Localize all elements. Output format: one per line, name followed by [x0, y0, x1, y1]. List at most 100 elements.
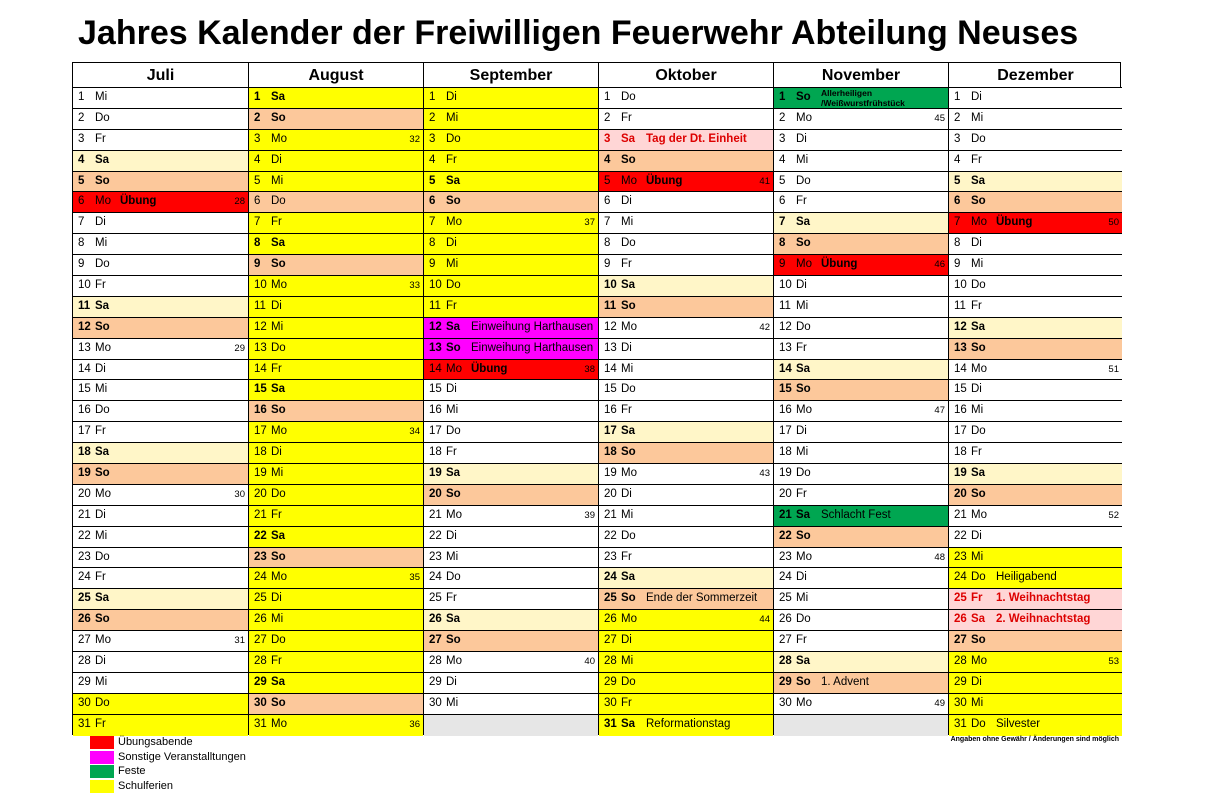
day-cell: 7 Mo 37: [424, 213, 598, 235]
event-label: Einweihung Harthausen: [471, 320, 594, 333]
weekday: Do: [95, 696, 110, 709]
day-number: 23: [429, 550, 442, 563]
day-number: 14: [604, 362, 617, 375]
day-cell: 9 So: [249, 255, 423, 277]
month-column-dezember: Dezember 1 Di 2 Mi 3 Do 4 Fr 5 Sa 6 So 7 Mo Übung 50 8 Di 9…: [948, 63, 1122, 736]
day-cell: 28 Fr: [249, 652, 423, 673]
weekday: Do: [971, 132, 986, 145]
weekday: Di: [271, 446, 282, 459]
day-cell: 8 So: [774, 234, 948, 256]
week-number: 47: [934, 405, 945, 417]
day-cell: 14 Mo Übung 38: [424, 359, 598, 381]
weekday: Di: [796, 279, 807, 292]
day-cell: 4 Di: [249, 150, 423, 172]
day-cell: 19 Mi: [249, 464, 423, 485]
event-label: Übung: [471, 362, 508, 375]
day-number: 27: [604, 634, 617, 647]
weekday: Mi: [95, 675, 108, 688]
weekday: Sa: [621, 571, 636, 584]
weekday: Mo: [271, 279, 287, 292]
day-cell: 8 Di: [949, 234, 1122, 256]
weekday: Sa: [271, 91, 286, 103]
week-number: 41: [759, 175, 770, 187]
weekday: Do: [621, 675, 636, 688]
weekday: Do: [796, 320, 811, 333]
weekday: Mi: [971, 404, 984, 417]
day-number: 30: [78, 696, 91, 709]
day-cell: 12 Do: [774, 317, 948, 339]
weekday: Di: [446, 383, 457, 396]
day-number: 13: [429, 341, 442, 354]
week-number: 49: [934, 697, 945, 709]
day-cell: 8 Sa: [249, 234, 423, 256]
weekday: Do: [95, 550, 110, 563]
day-number: 25: [429, 592, 442, 605]
day-number: 26: [429, 613, 442, 626]
day-cell: 19 Do: [774, 464, 948, 485]
day-number: 8: [779, 237, 786, 250]
weekday: Di: [95, 508, 106, 521]
day-cell: 5 Mi: [249, 171, 423, 193]
day-cell: 20 Di: [599, 484, 773, 506]
day-cell: 26 So: [73, 610, 248, 632]
day-cell: 13 Fr: [774, 338, 948, 360]
weekday: Mo: [796, 404, 812, 417]
weekday: Di: [971, 529, 982, 542]
day-cell: 17 Sa: [599, 422, 773, 444]
day-number: 4: [954, 153, 961, 166]
day-cell: 9 Mi: [424, 255, 598, 277]
weekday: Mi: [446, 258, 459, 271]
week-number: 38: [584, 363, 595, 375]
day-cell: 26 Mi: [249, 610, 423, 632]
day-cell: 20 Fr: [774, 484, 948, 506]
legend-swatch: [90, 750, 114, 764]
day-number: 21: [604, 508, 617, 521]
weekday: Fr: [796, 487, 807, 500]
weekday: Fr: [271, 216, 282, 229]
weekday: So: [446, 341, 461, 354]
day-number: 5: [604, 174, 611, 187]
weekday: Do: [271, 195, 286, 208]
day-number: 26: [78, 613, 91, 626]
day-cell: 24 Sa: [599, 568, 773, 590]
day-cell: 18 So: [599, 443, 773, 465]
day-cell: 9 Do: [73, 255, 248, 277]
day-cell: 31 Fr: [73, 714, 248, 736]
weekday: Mo: [446, 362, 462, 375]
weekday: Mo: [95, 195, 111, 208]
day-number: 4: [254, 153, 261, 166]
day-cell: 10 Di: [774, 276, 948, 297]
day-number: 27: [254, 634, 267, 647]
weekday: Mi: [621, 362, 634, 375]
day-cell: 12 So: [73, 317, 248, 339]
day-cell: 8 Do: [599, 234, 773, 256]
weekday: Di: [271, 299, 282, 312]
weekday: Di: [971, 675, 982, 688]
day-number: 20: [779, 487, 792, 500]
day-cell: 5 Mo Übung 41: [599, 171, 773, 193]
weekday: Fr: [971, 592, 983, 605]
day-cell: 1 So Allerheiligen /Weißwurstfrühstück: [774, 88, 948, 109]
day-cell: 26 Sa 2. Weihnachtstag: [949, 610, 1122, 632]
day-cell: 7 Fr: [249, 213, 423, 235]
day-number: 6: [779, 195, 786, 208]
day-number: 3: [779, 132, 786, 145]
day-number: 18: [779, 446, 792, 459]
day-number: 27: [429, 634, 442, 647]
day-number: 22: [78, 529, 91, 542]
day-cell: 20 So: [949, 484, 1122, 506]
month-header: November: [774, 63, 948, 88]
day-number: 30: [779, 696, 792, 709]
day-cell: 3 Di: [774, 129, 948, 151]
weekday: Sa: [971, 467, 986, 480]
day-number: 6: [429, 195, 436, 208]
day-cell: 27 So: [424, 631, 598, 653]
day-number: 4: [779, 153, 786, 166]
day-number: 10: [954, 279, 967, 292]
weekday: Do: [95, 404, 110, 417]
legend-label: Schulferien: [118, 779, 174, 792]
day-number: 14: [429, 362, 442, 375]
day-cell: 20 So: [424, 484, 598, 506]
weekday: So: [271, 696, 286, 709]
day-cell: 5 Sa: [949, 171, 1122, 193]
